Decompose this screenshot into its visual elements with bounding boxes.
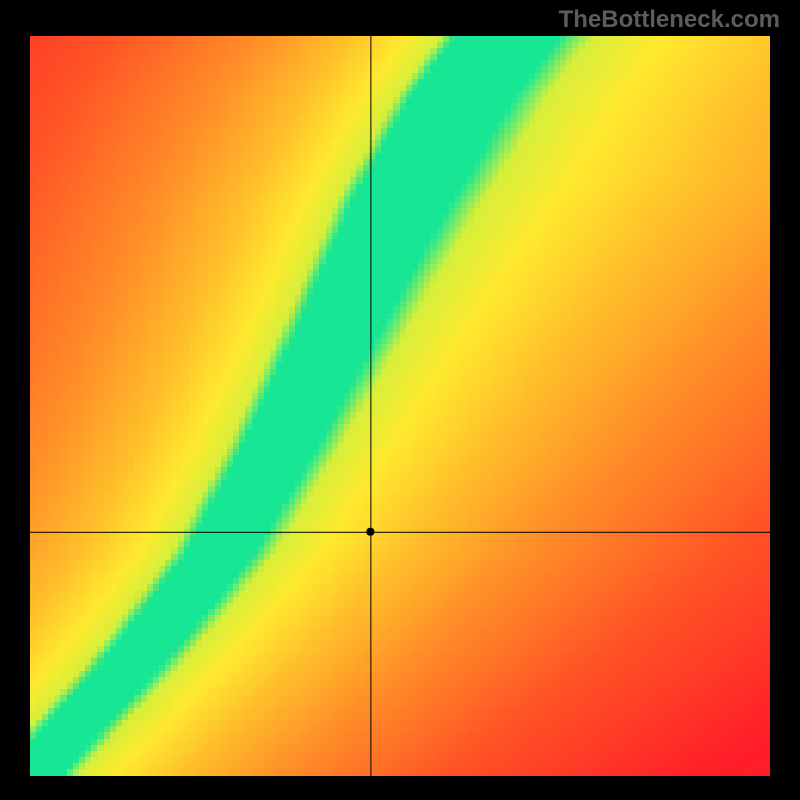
- chart-frame: TheBottleneck.com: [0, 0, 800, 800]
- bottleneck-heatmap: [30, 36, 770, 776]
- watermark-text: TheBottleneck.com: [559, 6, 780, 34]
